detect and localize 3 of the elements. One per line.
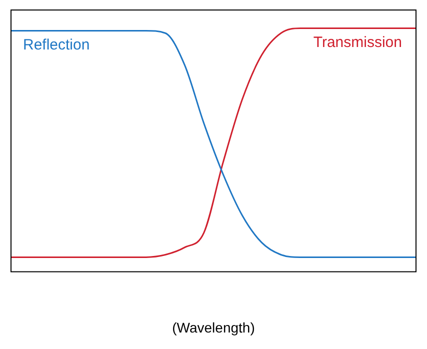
series-label: Reflection [23, 36, 90, 54]
x-axis-title: (Wavelength) [172, 319, 255, 336]
series-label: Transmission [313, 34, 402, 51]
